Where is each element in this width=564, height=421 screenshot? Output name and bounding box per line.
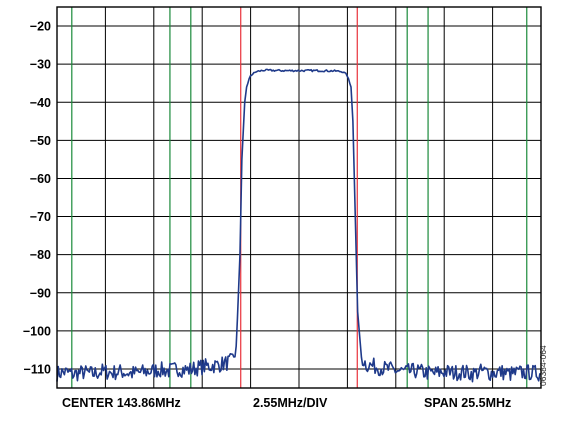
y-tick-label: −80	[30, 248, 51, 262]
y-tick-label: −100	[23, 324, 51, 338]
span-label: SPAN 25.5MHz	[424, 396, 512, 410]
y-tick-label: −50	[30, 134, 51, 148]
center-frequency-label: CENTER 143.86MHz	[62, 396, 181, 410]
y-tick-label: −70	[30, 210, 51, 224]
y-tick-label: −30	[30, 58, 51, 72]
y-tick-labels: −20 −30 −40 −50 −60 −70 −80 −90 −100 −110	[23, 20, 51, 377]
chart-markers	[71, 7, 528, 388]
y-tick-label: −90	[30, 286, 51, 300]
y-tick-label: −40	[30, 96, 51, 110]
figure-id-label: 06384-064	[538, 345, 548, 386]
plot-border	[56, 6, 542, 389]
chart-series	[56, 68, 542, 383]
y-tick-label: −110	[24, 362, 52, 376]
scale-per-division-label: 2.55MHz/DIV	[253, 396, 328, 410]
chart-grid	[57, 7, 541, 388]
y-tick-label: −60	[30, 172, 51, 186]
spectrum-trace-line	[56, 68, 542, 383]
y-tick-label: −20	[30, 20, 51, 34]
